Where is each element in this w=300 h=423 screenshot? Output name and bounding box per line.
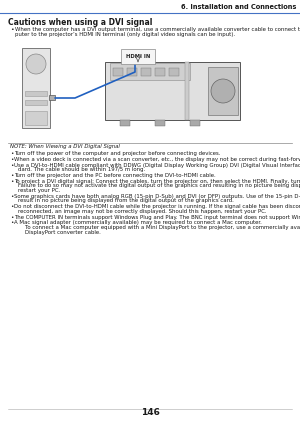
Text: •: • [10, 214, 14, 220]
Text: •: • [10, 204, 14, 209]
Text: •: • [10, 179, 14, 184]
Text: Turn off the projector and the PC before connecting the DVI-to-HDMI cable.: Turn off the projector and the PC before… [14, 173, 216, 178]
FancyBboxPatch shape [190, 120, 200, 126]
Text: When a video deck is connected via a scan converter, etc., the display may not b: When a video deck is connected via a sca… [14, 157, 300, 162]
Text: •: • [10, 194, 14, 199]
Text: A Mac signal adapter (commercially available) may be required to connect a Mac c: A Mac signal adapter (commercially avail… [14, 220, 262, 225]
FancyBboxPatch shape [208, 67, 238, 115]
FancyBboxPatch shape [105, 62, 240, 120]
FancyBboxPatch shape [110, 63, 190, 80]
Circle shape [26, 54, 46, 74]
FancyBboxPatch shape [155, 68, 165, 76]
FancyBboxPatch shape [25, 100, 47, 105]
FancyBboxPatch shape [113, 68, 123, 76]
Text: 6. Installation and Connections: 6. Installation and Connections [181, 4, 296, 10]
Text: 146: 146 [141, 408, 159, 417]
Text: restart your PC.: restart your PC. [18, 188, 60, 193]
Text: •: • [10, 173, 14, 178]
Text: reconnected, an image may not be correctly displayed. Should this happen, restar: reconnected, an image may not be correct… [18, 209, 267, 214]
FancyBboxPatch shape [22, 48, 50, 128]
Text: puter to the projector’s HDMI IN terminal (only digital video signals can be inp: puter to the projector’s HDMI IN termina… [15, 32, 235, 37]
FancyBboxPatch shape [49, 95, 55, 100]
FancyBboxPatch shape [25, 111, 47, 125]
Text: •: • [10, 151, 14, 156]
FancyBboxPatch shape [120, 120, 130, 126]
Text: HDMI IN: HDMI IN [126, 54, 150, 59]
Text: result in no picture being displayed from the digital output of the graphics car: result in no picture being displayed fro… [18, 198, 234, 203]
FancyBboxPatch shape [169, 68, 179, 76]
Text: Some graphics cards have both analog RGB (15-pin D-Sub) and DVI (or DFP) outputs: Some graphics cards have both analog RGB… [14, 194, 300, 199]
Text: •: • [10, 27, 14, 32]
Text: Turn off the power of the computer and projector before connecting devices.: Turn off the power of the computer and p… [14, 151, 220, 156]
Text: Do not disconnect the DVI-to-HDMI cable while the projector is running. If the s: Do not disconnect the DVI-to-HDMI cable … [14, 204, 300, 209]
FancyBboxPatch shape [25, 91, 47, 96]
Text: The COMPUTER IN terminals support Windows Plug and Play. The BNC input terminal : The COMPUTER IN terminals support Window… [14, 214, 300, 220]
Text: •: • [10, 220, 14, 225]
Text: dard. The cable should be within 197/5 m long.: dard. The cable should be within 197/5 m… [18, 167, 145, 172]
Text: •: • [10, 157, 14, 162]
Text: Use a DVI-to-HDMI cable compliant with DDWG (Digital Display Working Group) DVI : Use a DVI-to-HDMI cable compliant with D… [14, 162, 300, 168]
Text: To project a DVI digital signal: Connect the cables, turn the projector on, then: To project a DVI digital signal: Connect… [14, 179, 300, 184]
FancyBboxPatch shape [185, 62, 189, 120]
Text: To connect a Mac computer equipped with a Mini DisplayPort to the projector, use: To connect a Mac computer equipped with … [18, 225, 300, 230]
FancyBboxPatch shape [141, 68, 151, 76]
Text: NOTE: When Viewing a DVI Digital Signal: NOTE: When Viewing a DVI Digital Signal [10, 144, 120, 149]
Text: DisplayPort converter cable.: DisplayPort converter cable. [18, 230, 101, 235]
Text: When the computer has a DVI output terminal, use a commercially available conver: When the computer has a DVI output termi… [15, 27, 300, 32]
Circle shape [211, 79, 235, 103]
FancyBboxPatch shape [155, 120, 165, 126]
FancyBboxPatch shape [127, 68, 137, 76]
Text: Failure to do so may not activate the digital output of the graphics card result: Failure to do so may not activate the di… [18, 184, 300, 188]
Text: •: • [10, 162, 14, 168]
Text: Cautions when using a DVI signal: Cautions when using a DVI signal [8, 18, 152, 27]
